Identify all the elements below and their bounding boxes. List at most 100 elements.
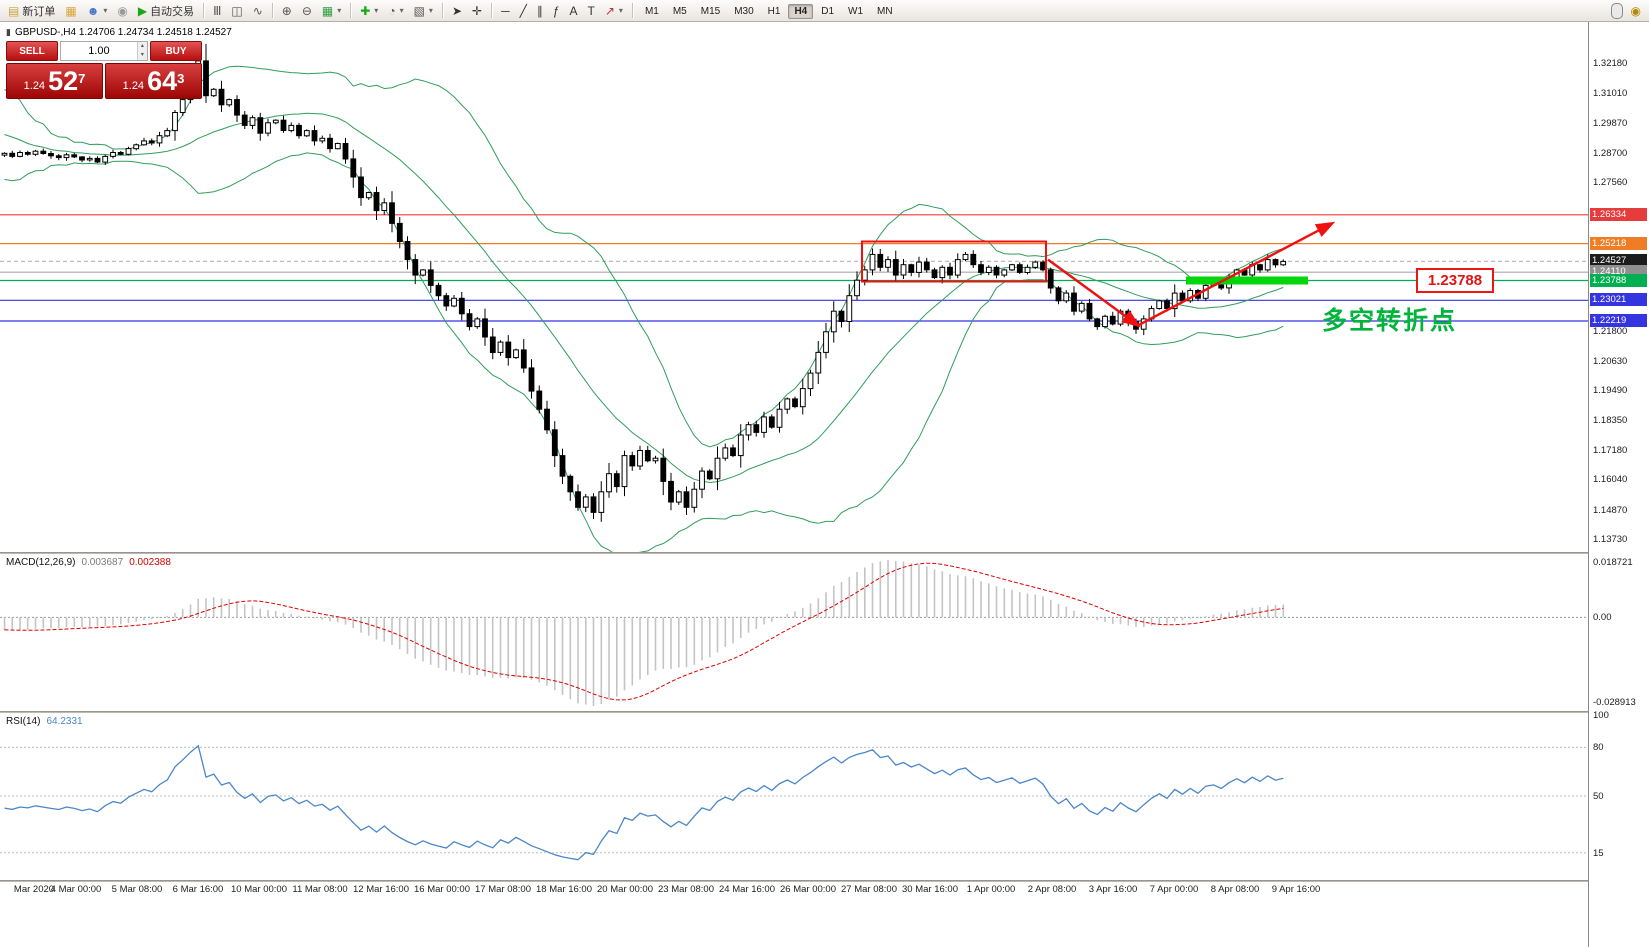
timeframe-m30-button[interactable]: M30 (734, 5, 754, 17)
timeframe-h4-button[interactable]: H4 (788, 3, 814, 19)
panel-separator[interactable] (0, 880, 1649, 882)
autotrading-icon: ▶ (137, 3, 148, 18)
label-tool-icon: T (587, 3, 595, 18)
spin-up-icon[interactable]: ▴ (137, 42, 147, 51)
text-tool-button[interactable]: A (566, 2, 582, 20)
timeframe-w1-button[interactable]: W1 (848, 5, 864, 17)
indicators-button[interactable]: ✚ ▾ (356, 2, 382, 20)
time-axis-label: 2 Apr 08:00 (1027, 884, 1077, 895)
rsi-axis-label: 15 (1593, 847, 1604, 859)
timeframe-m15-button[interactable]: M15 (700, 5, 721, 17)
trendline-button[interactable]: ╱ (516, 2, 531, 20)
price-level-badge: 1.23788 (1590, 273, 1647, 287)
spin-down-icon[interactable]: ▾ (137, 51, 147, 60)
alerts-button[interactable]: ◉ (113, 2, 131, 20)
chevron-down-icon: ▾ (618, 6, 623, 15)
annotations-layer (861, 221, 1336, 328)
price-axis[interactable]: 1.32180 1.31010 1.29870 1.28700 1.27560 1.218… (1588, 22, 1649, 947)
zoom-in-button[interactable]: ⊕ (278, 2, 296, 20)
timeframe-m1-button[interactable]: M1 (644, 5, 659, 17)
periods-button[interactable]: ◔ ▾ (384, 2, 407, 20)
crosshair-button[interactable]: ✛ (468, 2, 486, 20)
time-axis-label: 11 Mar 08:00 (292, 884, 348, 895)
macd-axis-max: 0.018721 (1593, 557, 1633, 568)
price-tick-label: 1.29870 (1593, 117, 1628, 129)
sell-price-panel[interactable]: 1.24 52 7 (6, 63, 103, 99)
rsi-panel-chart[interactable] (0, 713, 1649, 880)
new-order-button[interactable]: ▤ 新订单 (4, 2, 59, 20)
sell-button[interactable]: SELL (6, 41, 58, 61)
arrows-tool-button[interactable]: ↗ ▾ (601, 2, 627, 20)
buy-button[interactable]: BUY (150, 41, 202, 61)
profiles-icon: ☻ (86, 3, 100, 18)
price-tick-label: 1.17180 (1593, 445, 1628, 456)
panel-separator[interactable] (0, 552, 1649, 554)
rsi-value: 64.2331 (46, 716, 83, 727)
macd-panel-chart[interactable] (0, 554, 1649, 711)
macd-axis-min: -0.028913 (1593, 697, 1636, 708)
horizontal-line-button[interactable]: ─ (497, 2, 514, 20)
line-chart-icon: ∿ (252, 3, 263, 18)
timeframe-d1-button[interactable]: D1 (821, 5, 835, 17)
timeframe-h1-button[interactable]: H1 (767, 5, 781, 17)
cursor-button[interactable]: ➤ (448, 2, 466, 20)
time-axis-label: 17 Mar 08:00 (475, 884, 531, 895)
arrow-tool-icon: ↗ (604, 3, 615, 18)
candlestick-chart-button[interactable]: ◫ (227, 2, 246, 20)
templates-button[interactable]: ▧ ▾ (410, 2, 437, 20)
macd-indicator-label: MACD(12,26,9) 0.003687 0.002388 (6, 557, 171, 568)
time-axis-label: 23 Mar 08:00 (658, 884, 714, 895)
symbol-ohlc-text: GBPUSD-,H4 1.24706 1.24734 1.24518 1.245… (14, 26, 232, 38)
time-axis-label: 7 Apr 00:00 (1149, 884, 1199, 895)
timeframe-m5-button[interactable]: M5 (672, 5, 687, 17)
channel-button[interactable]: ∥ (533, 2, 547, 20)
price-level-lines (0, 214, 1588, 322)
fibonacci-button[interactable]: ƒ (549, 2, 564, 20)
line-chart-button[interactable]: ∿ (249, 2, 267, 20)
time-axis-label: 9 Apr 16:00 (1271, 884, 1321, 895)
sell-price-big: 52 (48, 66, 79, 96)
profiles-button[interactable]: ☻ ▾ (83, 2, 112, 20)
time-axis-label: 6 Mar 16:00 (172, 884, 224, 895)
price-tick-label: 1.14870 (1593, 504, 1628, 516)
timeframe-mn-button[interactable]: MN (877, 5, 893, 17)
lot-size-input[interactable] (61, 42, 137, 60)
price-level-badge: 1.23021 (1590, 293, 1647, 307)
price-callout-box: 1.23788 (1416, 268, 1494, 293)
price-tick-label: 1.27560 (1593, 177, 1628, 189)
tile-windows-button[interactable]: ▦ ▾ (318, 2, 345, 20)
buy-price-sup: 3 (177, 71, 185, 86)
timeframe-group: M1 M5 M15 M30 H1 H4 D1 W1 MN (638, 3, 900, 19)
price-chart[interactable] (0, 22, 1649, 552)
candles-layer (1, 43, 1287, 522)
price-level-badge: 1.25218 (1590, 236, 1647, 250)
price-tick-label: 1.32180 (1593, 58, 1628, 69)
zoom-out-icon: ⊖ (301, 3, 312, 18)
new-order-label: 新订单 (22, 5, 56, 18)
time-axis-label: 10 Mar 00:00 (231, 884, 287, 895)
toolbar-separator (271, 3, 273, 18)
mouse-icon[interactable] (1610, 2, 1623, 19)
bar-chart-button[interactable]: Ⅲ (209, 2, 225, 20)
time-axis[interactable]: Mar 2020 4 Mar 00:00 5 Mar 08:00 6 Mar 16:0… (0, 884, 1588, 900)
time-axis-label: 1 Apr 00:00 (966, 884, 1016, 895)
speaker-icon[interactable]: ◉ (1630, 3, 1641, 18)
chart-window-button[interactable]: ▦ (61, 2, 80, 20)
autotrading-button[interactable]: ▶ 自动交易 (134, 2, 198, 20)
panel-separator[interactable] (0, 711, 1649, 713)
chevron-down-icon: ▾ (337, 6, 342, 15)
trendline-icon: ╱ (519, 3, 527, 18)
time-axis-label: Mar 2020 (13, 884, 55, 895)
label-tool-button[interactable]: T (584, 2, 599, 20)
zoom-out-button[interactable]: ⊖ (298, 2, 316, 20)
lot-spinner: ▴ ▾ (136, 42, 147, 60)
channel-icon: ∥ (536, 3, 543, 18)
macd-axis-zero: 0.00 (1593, 612, 1612, 624)
buy-price-panel[interactable]: 1.24 64 3 (105, 63, 202, 99)
chevron-down-icon: ▾ (374, 6, 379, 15)
toolbar-separator (203, 3, 205, 18)
chevron-down-icon: ▾ (428, 6, 433, 15)
zoom-in-icon: ⊕ (281, 3, 292, 18)
chart-title-ohlc: ▮ GBPUSD-,H4 1.24706 1.24734 1.24518 1.2… (6, 26, 232, 38)
chevron-down-icon: ▾ (103, 6, 108, 15)
